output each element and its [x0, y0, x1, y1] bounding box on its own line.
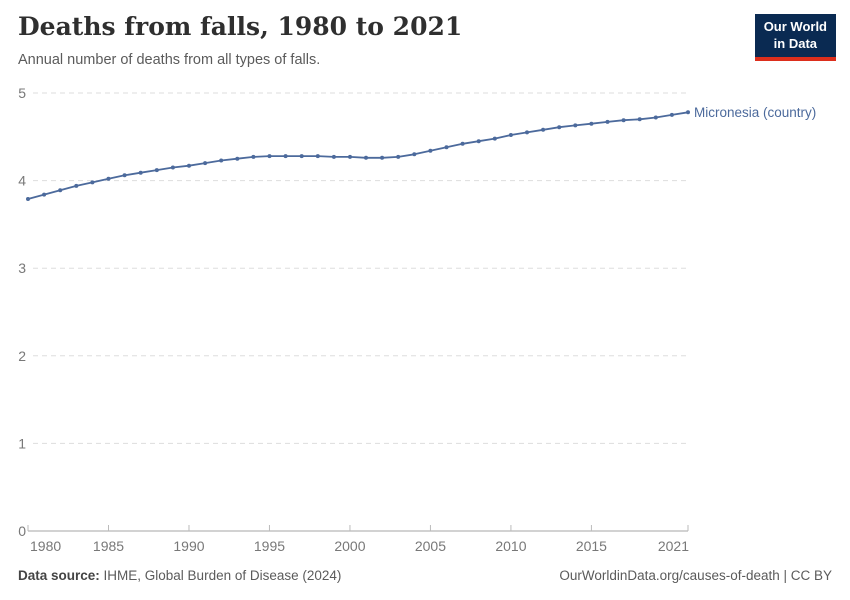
series-line[interactable]: [27, 111, 689, 200]
data-source-note: Data source: IHME, Global Burden of Dise…: [18, 568, 341, 583]
page-title: Deaths from falls, 1980 to 2021: [18, 12, 463, 41]
data-point-1996[interactable]: [283, 154, 288, 159]
data-point-2002[interactable]: [380, 155, 385, 160]
data-point-2015[interactable]: [589, 121, 594, 126]
data-point-1985[interactable]: [106, 176, 111, 181]
data-point-1981[interactable]: [42, 192, 47, 197]
data-point-2020[interactable]: [669, 112, 674, 117]
data-point-2021[interactable]: [686, 110, 690, 115]
y-tick-label-4: 4: [18, 173, 26, 189]
data-point-1986[interactable]: [122, 173, 127, 178]
data-point-1995[interactable]: [267, 154, 272, 159]
owid-logo-line2: in Data: [773, 35, 818, 51]
data-point-1987[interactable]: [138, 170, 143, 175]
data-point-1983[interactable]: [74, 183, 79, 188]
data-point-2005[interactable]: [428, 148, 433, 153]
x-tick-label-2010: 2010: [495, 538, 526, 554]
x-tick-label-1980: 1980: [30, 538, 61, 554]
data-point-2012[interactable]: [541, 127, 546, 132]
data-point-2017[interactable]: [621, 118, 626, 123]
data-point-1989[interactable]: [170, 165, 175, 170]
series-label-micronesia[interactable]: Micronesia (country): [694, 105, 817, 120]
x-tick-label-1985: 1985: [93, 538, 124, 554]
data-point-1991[interactable]: [203, 161, 208, 166]
data-point-1992[interactable]: [219, 158, 224, 163]
data-point-2011[interactable]: [525, 130, 529, 135]
x-tick-label-1990: 1990: [173, 538, 204, 554]
data-point-2003[interactable]: [396, 154, 401, 159]
chart-subtitle: Annual number of deaths from all types o…: [18, 52, 321, 68]
data-point-2013[interactable]: [557, 125, 562, 130]
y-tick-label-5: 5: [18, 85, 26, 101]
y-tick-label-3: 3: [18, 260, 26, 276]
credit-link[interactable]: OurWorldinData.org/causes-of-death | CC …: [559, 568, 832, 583]
y-tick-label-2: 2: [18, 348, 26, 364]
data-point-2006[interactable]: [444, 145, 449, 150]
x-tick-label-2021: 2021: [658, 538, 689, 554]
data-point-1997[interactable]: [299, 154, 304, 159]
y-tick-label-1: 1: [18, 435, 26, 451]
x-tick-label-2015: 2015: [576, 538, 607, 554]
x-tick-label-2005: 2005: [415, 538, 446, 554]
data-source-label: Data source:: [18, 568, 100, 583]
data-point-2010[interactable]: [508, 133, 513, 137]
data-point-2018[interactable]: [637, 117, 642, 122]
data-point-2014[interactable]: [573, 123, 578, 128]
data-point-1998[interactable]: [315, 154, 320, 159]
chart-footer: Data source: IHME, Global Burden of Dise…: [18, 568, 832, 583]
data-point-1999[interactable]: [331, 154, 336, 159]
x-tick-label-1995: 1995: [254, 538, 285, 554]
owid-logo: Our World in Data: [754, 14, 836, 61]
x-tick-label-2000: 2000: [334, 538, 365, 554]
owid-logo-line1: Our World: [763, 19, 827, 34]
data-point-2001[interactable]: [364, 155, 368, 160]
data-point-2008[interactable]: [476, 139, 481, 144]
data-point-1990[interactable]: [187, 163, 191, 168]
data-point-2004[interactable]: [412, 152, 417, 157]
data-point-1994[interactable]: [251, 154, 256, 159]
data-point-2019[interactable]: [653, 115, 658, 120]
data-point-1980[interactable]: [26, 197, 30, 201]
data-point-1988[interactable]: [154, 168, 159, 173]
data-point-1993[interactable]: [235, 156, 240, 161]
data-point-1984[interactable]: [90, 180, 95, 185]
data-point-2016[interactable]: [605, 119, 610, 124]
data-point-2009[interactable]: [492, 136, 497, 141]
y-tick-label-0: 0: [18, 523, 26, 539]
data-point-2000[interactable]: [348, 154, 352, 159]
data-point-1982[interactable]: [58, 188, 63, 193]
data-source-text: IHME, Global Burden of Disease (2024): [99, 568, 342, 583]
data-point-2007[interactable]: [460, 141, 465, 146]
